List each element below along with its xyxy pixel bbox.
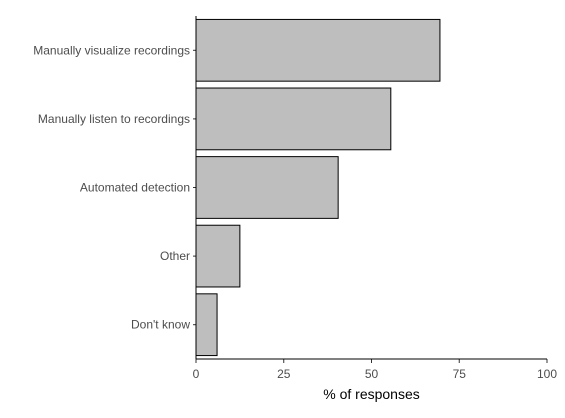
x-tick-label-0: 0 [193, 367, 200, 381]
bar-3 [195, 224, 241, 288]
y-tick-label-0: Manually visualize recordings [33, 43, 190, 57]
x-tick-label-4: 100 [537, 367, 557, 381]
bar-1 [195, 87, 392, 151]
x-tick-label-2: 50 [365, 367, 379, 381]
x-axis-title: % of responses [323, 386, 420, 402]
x-axis-ticks: 0 25 50 75 100 [193, 359, 557, 381]
bar-0 [195, 18, 441, 82]
bar-2 [195, 156, 339, 219]
y-axis-ticks: Manually visualize recordings Manually li… [33, 43, 196, 332]
y-tick-label-2: Automated detection [80, 181, 190, 195]
y-tick-label-4: Don't know [131, 318, 190, 332]
bar-4 [195, 293, 218, 357]
x-tick-label-3: 75 [453, 367, 467, 381]
x-tick-label-1: 25 [277, 367, 291, 381]
y-tick-label-1: Manually listen to recordings [38, 112, 190, 126]
bars-group [195, 18, 441, 357]
y-tick-label-3: Other [160, 249, 190, 263]
